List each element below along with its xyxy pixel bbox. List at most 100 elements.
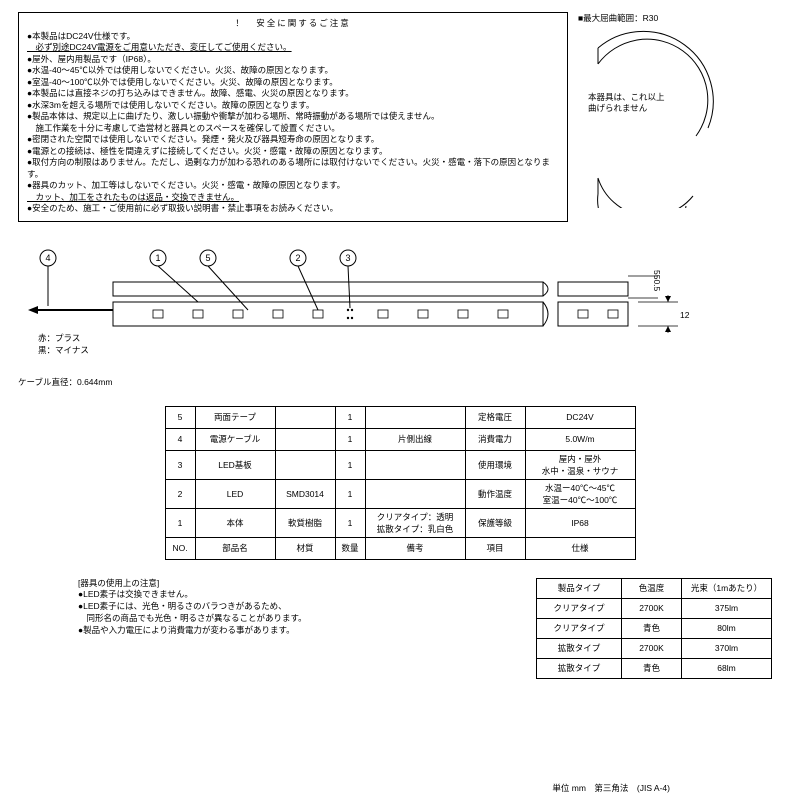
note-line: 同形名の商品でも光色・明るさが異なることがあります。 — [78, 613, 318, 625]
parts-header-cell: 項目 — [465, 537, 525, 559]
parts-cell — [365, 406, 465, 428]
parts-header-cell: NO. — [165, 537, 195, 559]
warning-line: ●製品本体は、規定以上に曲げたり、激しい振動や衝撃が加わる場所、常時振動がある場… — [27, 111, 559, 122]
parts-cell — [365, 450, 465, 479]
parts-cell: 本体 — [195, 508, 275, 537]
type-cell: 製品タイプ — [537, 578, 622, 598]
parts-header-cell: 部品名 — [195, 537, 275, 559]
parts-cell: IP68 — [525, 508, 635, 537]
footer-note: 単位 mm 第三角法 (JIS A-4) — [552, 782, 670, 794]
type-cell: 68lm — [682, 658, 772, 678]
parts-cell: 電源ケーブル — [195, 428, 275, 450]
bend-box: ■最大屈曲範囲：R30 本器具は、これ以上 曲げられません — [578, 12, 748, 222]
type-cell: 拡散タイプ — [537, 658, 622, 678]
warning-line: カット、加工をされたものは返品・交換できません。 — [27, 192, 559, 203]
parts-cell: 定格電圧 — [465, 406, 525, 428]
parts-cell: 1 — [335, 508, 365, 537]
parts-cell: 保護等級 — [465, 508, 525, 537]
parts-cell: 使用環境 — [465, 450, 525, 479]
bend-arc-icon — [578, 28, 738, 208]
warning-line: ●本製品はDC24V仕様です。 — [27, 31, 559, 42]
type-table: 製品タイプ色温度光束（1mあたり）クリアタイプ2700K375lmクリアタイプ青… — [536, 578, 772, 679]
parts-cell: 3 — [165, 450, 195, 479]
notes-title: [器具の使用上の注意] — [78, 578, 318, 590]
parts-table: 5両面テープ1定格電圧DC24V4電源ケーブル1片側出線消費電力5.0W/m3L… — [165, 406, 636, 560]
parts-header-cell: 数量 — [335, 537, 365, 559]
type-cell: 2700K — [622, 638, 682, 658]
wire-black: 黒：マイナス — [38, 344, 89, 356]
parts-cell: 1 — [165, 508, 195, 537]
parts-cell: SMD3014 — [275, 479, 335, 508]
parts-cell: 4 — [165, 428, 195, 450]
parts-cell: 5.0W/m — [525, 428, 635, 450]
usage-notes: [器具の使用上の注意] ●LED素子は交換できません。●LED素子には、光色・明… — [18, 578, 318, 637]
parts-cell: 1 — [335, 479, 365, 508]
type-cell: 拡散タイプ — [537, 638, 622, 658]
warning-line: ●安全のため、施工・ご使用前に必ず取扱い説明書・禁止事項をお読みください。 — [27, 203, 559, 214]
parts-cell: LED — [195, 479, 275, 508]
parts-cell: 動作温度 — [465, 479, 525, 508]
warning-line: 必ず別途DC24V電源をご用意いただき、変圧してご使用ください。 — [27, 42, 559, 53]
parts-cell: DC24V — [525, 406, 635, 428]
parts-cell: 片側出線 — [365, 428, 465, 450]
parts-cell: 1 — [335, 428, 365, 450]
parts-cell: 5 — [165, 406, 195, 428]
dim-width: 550.5 — [652, 270, 662, 291]
type-cell: 青色 — [622, 618, 682, 638]
type-cell: 色温度 — [622, 578, 682, 598]
type-cell: 80lm — [682, 618, 772, 638]
type-cell: 光束（1mあたり） — [682, 578, 772, 598]
parts-cell: 屋内・屋外水中・温泉・サウナ — [525, 450, 635, 479]
parts-cell: LED基板 — [195, 450, 275, 479]
note-line: ●LED素子には、光色・明るさのバラつきがあるため、 — [78, 601, 318, 613]
parts-header-cell: 材質 — [275, 537, 335, 559]
warning-lines: ●本製品はDC24V仕様です。 必ず別途DC24V電源をご用意いただき、変圧して… — [27, 31, 559, 215]
top-row: ！ 安全に関するご注意 ●本製品はDC24V仕様です。 必ず別途DC24V電源を… — [18, 12, 782, 222]
cable-spec: ケーブル直径：0.644mm — [18, 376, 782, 388]
type-cell: クリアタイプ — [537, 598, 622, 618]
type-cell: 2700K — [622, 598, 682, 618]
parts-cell — [275, 428, 335, 450]
svg-text:1: 1 — [155, 253, 160, 263]
warning-line: ●本製品には直接ネジの打ち込みはできません。故障、感電、火災の原因となります。 — [27, 88, 559, 99]
note-line: ●LED素子は交換できません。 — [78, 589, 318, 601]
warning-line: ●室温-40～100℃以外では使用しないでください。火災、故障の原因となります。 — [27, 77, 559, 88]
warning-line: ●取付方向の制限はありません。ただし、過剰な力が加わる恐れのある場所には取付けな… — [27, 157, 559, 180]
parts-cell — [275, 406, 335, 428]
parts-cell: 軟質樹脂 — [275, 508, 335, 537]
parts-header-cell: 備考 — [365, 537, 465, 559]
type-cell: 375lm — [682, 598, 772, 618]
warning-box: ！ 安全に関するご注意 ●本製品はDC24V仕様です。 必ず別途DC24V電源を… — [18, 12, 568, 222]
warning-line: ●電源との接続は、極性を間違えずに接続してください。火災・感電・故障の原因となり… — [27, 146, 559, 157]
svg-text:3: 3 — [345, 253, 350, 263]
warning-line: ●屋外、屋内用製品です（IP68）。 — [27, 54, 559, 65]
parts-cell — [275, 450, 335, 479]
bend-title: ■最大屈曲範囲：R30 — [578, 12, 748, 24]
parts-cell: 消費電力 — [465, 428, 525, 450]
parts-cell — [365, 479, 465, 508]
bottom-row: [器具の使用上の注意] ●LED素子は交換できません。●LED素子には、光色・明… — [18, 578, 782, 679]
parts-header-cell: 仕様 — [525, 537, 635, 559]
warning-line: ●密閉された空間では使用しないでください。発煙・発火及び器具短寿命の原因となりま… — [27, 134, 559, 145]
parts-cell: 1 — [335, 450, 365, 479]
wire-red: 赤：プラス — [38, 332, 80, 344]
type-cell: 青色 — [622, 658, 682, 678]
note-line: ●製品や入力電圧により消費電力が変わる事があります。 — [78, 625, 318, 637]
warning-line: ●器具のカット、加工等はしないでください。火災・感電・故障の原因となります。 — [27, 180, 559, 191]
parts-cell: クリアタイプ：透明拡散タイプ：乳白色 — [365, 508, 465, 537]
warning-line: 施工作業を十分に考慮して造営材と器具とのスペースを確保して設置ください。 — [27, 123, 559, 134]
svg-text:4: 4 — [45, 253, 50, 263]
parts-cell: 両面テープ — [195, 406, 275, 428]
bend-caption: 本器具は、これ以上 曲げられません — [588, 92, 665, 114]
warning-title: ！ 安全に関するご注意 — [27, 17, 559, 29]
warning-line: ●水温-40～45℃以外では使用しないでください。火災、故障の原因となります。 — [27, 65, 559, 76]
parts-cell: 1 — [335, 406, 365, 428]
svg-text:5: 5 — [205, 253, 210, 263]
svg-text:2: 2 — [295, 253, 300, 263]
product-diagram: 4 1 5 2 3 550.5 12 赤：プラス 黒：マイナス — [18, 240, 782, 370]
dim-height: 12 — [680, 310, 689, 320]
type-cell: 370lm — [682, 638, 772, 658]
parts-cell: 2 — [165, 479, 195, 508]
parts-cell: 水温ー40℃～45℃室温ー40℃～100℃ — [525, 479, 635, 508]
type-cell: クリアタイプ — [537, 618, 622, 638]
